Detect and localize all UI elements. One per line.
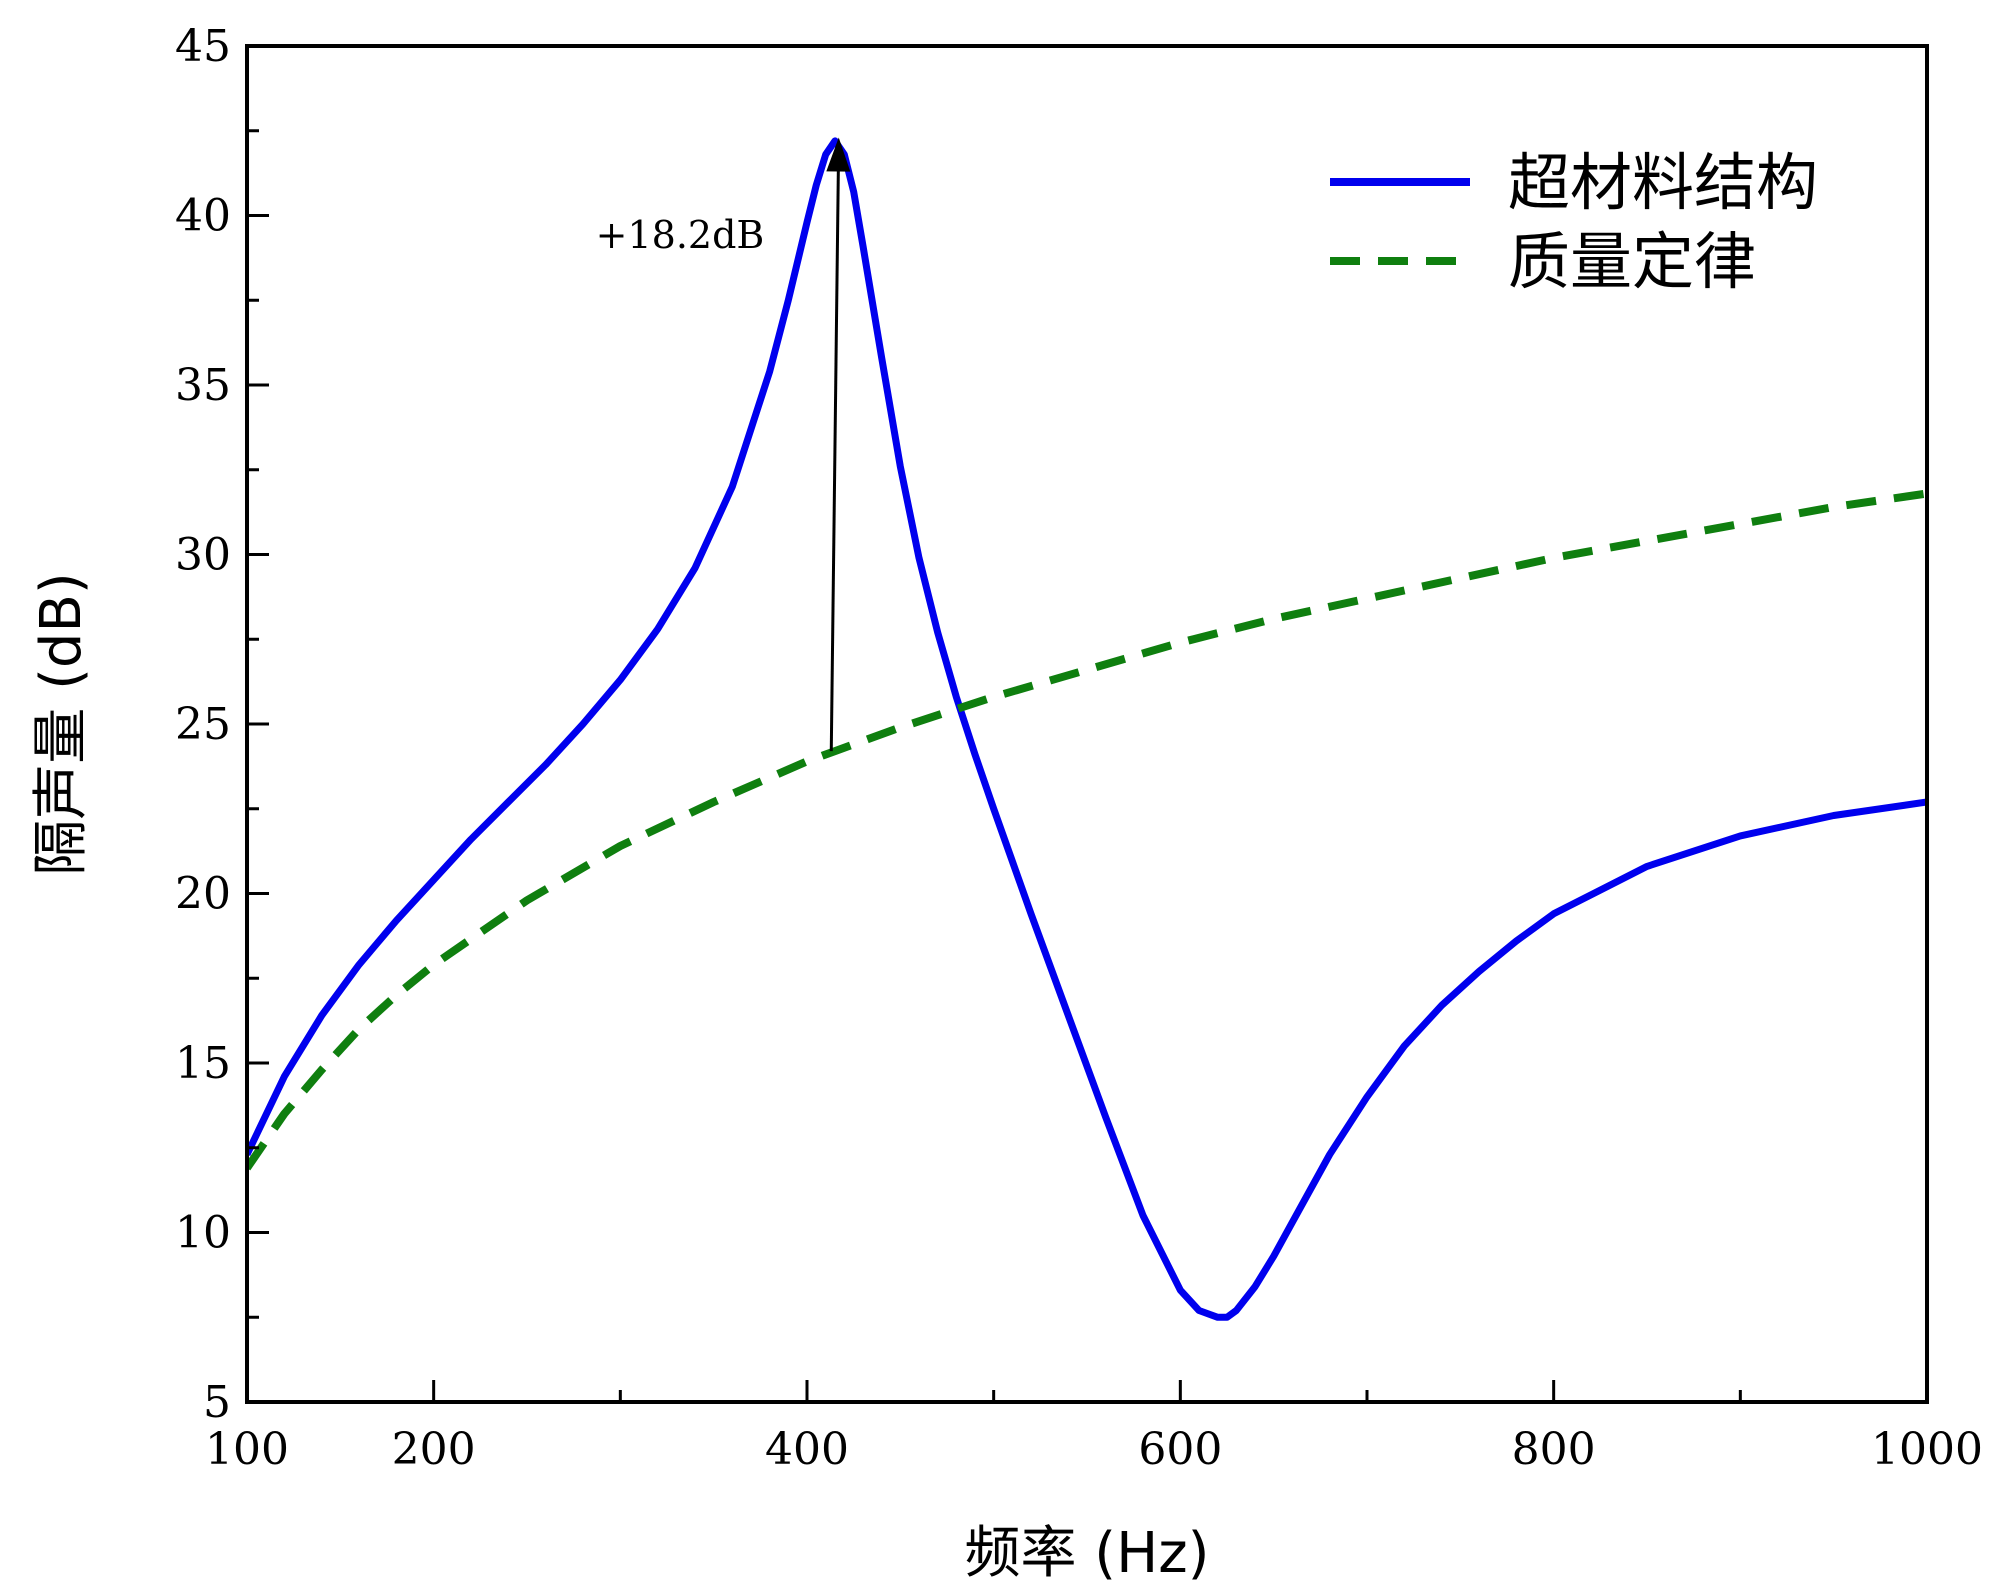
- annotation-label: +18.2dB: [596, 213, 765, 257]
- x-tick-label: 600: [1138, 1424, 1222, 1475]
- x-axis-label: 频率 (Hz): [965, 1521, 1210, 1586]
- y-axis-label: 隔声量 (dB): [29, 572, 94, 875]
- legend-label-mass-law: 质量定律: [1508, 225, 1756, 298]
- y-tick-label: 25: [175, 699, 231, 750]
- legend: 超材料结构 质量定律: [1330, 146, 1818, 298]
- x-tick-label: 1000: [1871, 1424, 1983, 1475]
- y-tick-label: 30: [175, 530, 231, 581]
- y-tick-label: 20: [175, 869, 231, 920]
- x-tick-label: 400: [765, 1424, 849, 1475]
- y-tick-label: 15: [175, 1038, 231, 1089]
- annotation-arrow-line: [829, 171, 840, 752]
- x-tick-label: 200: [392, 1424, 476, 1475]
- y-tick-label: 35: [175, 360, 231, 411]
- y-tick-label: 10: [175, 1208, 231, 1259]
- y-tick-label: 5: [203, 1377, 231, 1428]
- x-tick-label: 100: [205, 1424, 289, 1475]
- series-layer: [247, 137, 1927, 1321]
- legend-label-metamaterial: 超材料结构: [1508, 146, 1818, 219]
- annotation-layer: +18.2dB: [596, 137, 851, 752]
- series-line-metamaterial: [247, 137, 1927, 1321]
- ticks-layer: 100 200 400 600 800 1000 5 10 15 20 25 30 35 40 45: [175, 21, 1983, 1475]
- series-line-mass-law: [247, 489, 1927, 1171]
- annotation-arrow-head: [826, 137, 851, 172]
- y-tick-label: 45: [175, 21, 231, 72]
- x-tick-label: 800: [1512, 1424, 1596, 1475]
- y-tick-label: 40: [175, 191, 231, 242]
